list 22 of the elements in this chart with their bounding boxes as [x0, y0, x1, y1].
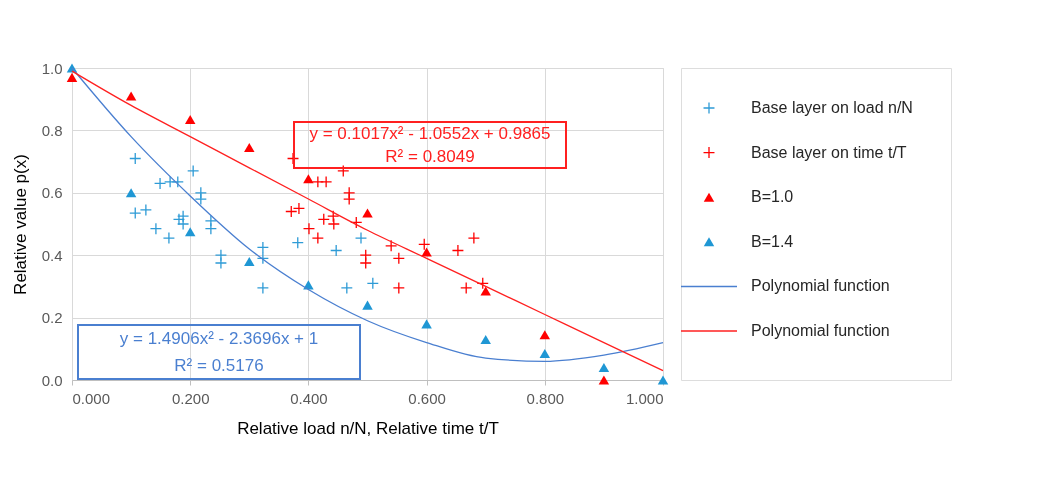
annotation: y = 1.4906x² - 2.3696x + 1 R² = 0.5176	[119, 328, 319, 375]
y-tick-label: 0.0	[41, 371, 63, 389]
y-tick-label: 0.2	[41, 309, 63, 327]
y-tick-label: 0.6	[41, 184, 63, 202]
x-tick-label: 0.000	[72, 389, 111, 407]
legend-label: Base layer on time t/T	[751, 143, 907, 161]
legend-label: B=1.4	[751, 232, 794, 250]
annotation: y = 0.1017x² - 1.0552x + 0.9865 R² = 0.8049	[309, 123, 551, 166]
x-tick-label: 0.800	[526, 389, 565, 407]
x-tick-label: 0.600	[408, 389, 446, 407]
y-tick-label: 1.0	[41, 59, 63, 77]
x-tick-label: 1.000	[625, 389, 664, 407]
legend-label: Polynomial function	[751, 322, 890, 339]
x-tick-label: 0.200	[171, 389, 210, 407]
legend-label: Base layer on load n/N	[751, 99, 913, 116]
y-tick-label: 0.8	[41, 121, 63, 139]
legend-label: B=1.0	[751, 188, 794, 206]
x-axis-title: Relative load n/N, Relative time t/T	[237, 418, 499, 438]
legend-label: Polynomial function	[751, 277, 890, 295]
y-axis-title: Relative value p(x)	[10, 154, 30, 295]
y-tick-label: 0.4	[41, 246, 63, 264]
x-tick-label: 0.400	[290, 389, 328, 407]
